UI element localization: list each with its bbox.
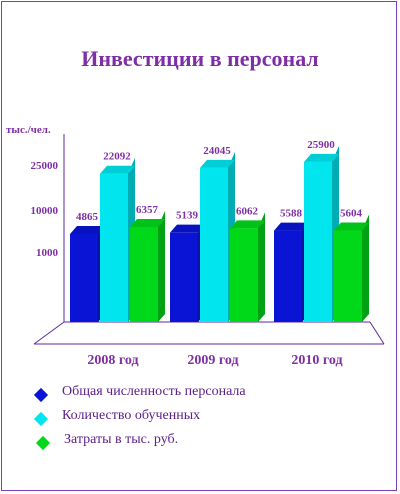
legend-label: Затраты в тыс. руб.	[64, 432, 179, 447]
legend-label: Общая численность персонала	[62, 384, 246, 399]
bar-front	[200, 167, 228, 322]
bar	[274, 214, 309, 322]
bar-value-label: 6357	[136, 204, 159, 216]
floor-depth-line	[33, 321, 65, 345]
bar-front	[70, 233, 98, 322]
y-tick-label: 25000	[31, 160, 59, 172]
bar-top	[200, 159, 235, 168]
bar-side	[362, 214, 369, 322]
bar	[200, 151, 235, 322]
category-label: 2008 год	[87, 353, 138, 368]
bar-top	[170, 224, 205, 233]
bar-value-label: 6062	[236, 205, 259, 217]
bar	[334, 214, 369, 322]
bar-value-label: 5588	[280, 208, 303, 220]
bar-value-label: 5139	[176, 210, 199, 222]
y-ticks: 25000 10000 1000	[31, 160, 59, 259]
bars: 4865 22092 6357 5139 24045 6062 5588 25900 5604	[70, 139, 369, 322]
bar-top	[304, 153, 339, 162]
bar-side	[258, 212, 265, 322]
bar-front	[100, 173, 128, 322]
bar-front	[130, 227, 158, 322]
category-label: 2009 год	[187, 353, 238, 368]
bar-top	[334, 222, 369, 231]
bar-front	[334, 230, 362, 322]
bar-top	[100, 165, 135, 174]
y-tick-label: 10000	[31, 205, 59, 217]
bar	[130, 211, 165, 322]
bar	[230, 212, 265, 322]
bar-front	[304, 161, 332, 322]
bar-top	[274, 222, 309, 231]
bar	[70, 217, 105, 322]
bar-front	[230, 228, 258, 322]
bar-value-label: 5604	[340, 208, 363, 220]
bar	[170, 216, 205, 322]
y-axis-label: тыс./чел.	[6, 124, 51, 136]
bar-top	[130, 219, 165, 228]
bar-side	[158, 211, 165, 322]
bar-value-label: 24045	[203, 145, 231, 157]
bar-top	[230, 220, 265, 229]
bar-value-label: 4865	[76, 211, 99, 223]
y-tick-label: 1000	[36, 247, 59, 259]
category-label: 2010 год	[291, 353, 342, 368]
chart-title: Инвестиции в персонал	[81, 46, 319, 71]
legend-label: Количество обученных	[62, 408, 201, 423]
bar-value-label: 22092	[103, 151, 131, 163]
category-labels: 2008 год 2009 год 2010 год	[87, 353, 342, 368]
bar-value-label: 25900	[307, 139, 335, 151]
bar	[304, 145, 339, 322]
bar-front	[170, 232, 198, 322]
bar-top	[70, 225, 105, 234]
floor-right-line	[369, 321, 385, 345]
bar-front	[274, 230, 302, 322]
bar	[100, 157, 135, 322]
